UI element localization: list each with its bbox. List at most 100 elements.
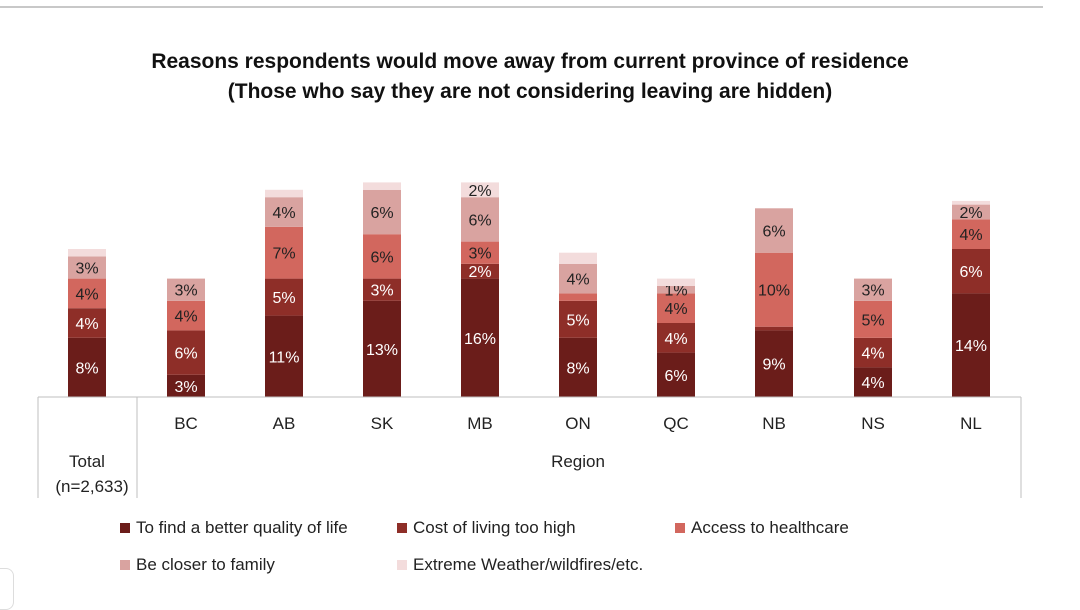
data-label: 3%	[174, 283, 197, 300]
data-label: 3%	[174, 379, 197, 396]
bar-segment	[559, 252, 597, 264]
bar-segment	[559, 293, 597, 301]
data-label: 13%	[366, 342, 398, 359]
data-label: 3%	[75, 261, 98, 278]
data-label: 4%	[75, 316, 98, 333]
data-label: 7%	[272, 246, 295, 263]
bar-segment	[461, 182, 499, 198]
data-label: 4%	[664, 331, 687, 348]
bar-segment	[363, 189, 401, 235]
bar-segment	[167, 300, 205, 331]
data-label: 4%	[861, 346, 884, 363]
tick-label: MB	[467, 414, 493, 433]
tick-label: BC	[174, 414, 198, 433]
bar-segment	[559, 263, 597, 294]
data-label: 5%	[566, 312, 589, 329]
tick-label: NS	[861, 414, 885, 433]
data-label: 4%	[959, 227, 982, 244]
bar-segment	[68, 278, 106, 309]
bar-segment	[952, 204, 990, 220]
data-label: 5%	[272, 290, 295, 307]
bar-segment	[265, 278, 303, 316]
data-label: 11%	[269, 349, 300, 366]
bar-segment	[167, 374, 205, 397]
data-label: 4%	[75, 286, 98, 303]
data-label: 14%	[955, 338, 987, 355]
bar-segment	[68, 308, 106, 338]
data-label: 5%	[861, 312, 884, 329]
data-label: 6%	[174, 346, 197, 363]
chart-title: Reasons respondents would move away from…	[151, 50, 909, 73]
bar-segment	[363, 234, 401, 279]
bar-segment	[167, 278, 205, 301]
bar-segment	[265, 315, 303, 397]
data-label: 4%	[174, 309, 197, 326]
bar-segment	[68, 249, 106, 257]
data-label: 2%	[468, 183, 491, 200]
bar-segment	[68, 256, 106, 279]
bar-segment	[854, 337, 892, 368]
data-label: 3%	[370, 283, 393, 300]
bar-segment	[854, 278, 892, 301]
bar-segment	[363, 182, 401, 190]
tick-label: SK	[371, 414, 394, 433]
data-label: 6%	[370, 205, 393, 222]
bar-segment	[461, 278, 499, 397]
bar-segment	[952, 293, 990, 397]
bar-segment	[755, 252, 793, 327]
data-label: 6%	[762, 224, 785, 241]
data-label: 2%	[468, 264, 491, 281]
bar-segment	[657, 323, 695, 353]
bar-segment	[68, 337, 106, 397]
bar-segment	[952, 249, 990, 294]
tick-label: NB	[762, 414, 786, 433]
bar-segment	[265, 189, 303, 198]
bar-segment	[854, 300, 892, 338]
bar-segment	[265, 197, 303, 227]
bar-segment	[559, 337, 597, 397]
data-label: 2%	[959, 205, 982, 222]
data-label: 3%	[468, 246, 491, 263]
data-label: 3%	[861, 283, 884, 300]
group-label-region: Region	[551, 452, 605, 471]
bar-segment	[461, 241, 499, 264]
data-label: 16%	[464, 331, 496, 348]
bar-segment	[559, 300, 597, 338]
data-label: 8%	[75, 360, 98, 377]
tick-label-total-n: (n=2,633)	[55, 477, 128, 496]
chart-subtitle: (Those who say they are not considering …	[227, 80, 833, 103]
tick-label-total: Total	[69, 452, 105, 471]
bar-segment	[363, 278, 401, 301]
data-label: 4%	[861, 375, 884, 392]
data-label: 8%	[566, 360, 589, 377]
tick-label: NL	[960, 414, 982, 433]
data-label: 6%	[959, 264, 982, 281]
bar-segment	[461, 197, 499, 242]
data-label: 6%	[664, 368, 687, 385]
bar-segment	[952, 219, 990, 249]
bar-segment	[461, 263, 499, 279]
bar-segment	[952, 200, 990, 205]
data-label: 4%	[664, 301, 687, 318]
bar-segment	[657, 286, 695, 294]
window-corner	[0, 568, 14, 610]
bar-segment	[854, 367, 892, 397]
bar-segment	[265, 226, 303, 279]
bar-segment	[657, 278, 695, 286]
tick-label: ON	[565, 414, 591, 433]
bar-segment	[755, 330, 793, 397]
bar-segment	[755, 326, 793, 331]
bar-segment	[657, 293, 695, 323]
data-label: 4%	[272, 205, 295, 222]
data-label: 6%	[370, 249, 393, 266]
bar-segment	[167, 330, 205, 375]
data-label: 1%	[664, 283, 687, 300]
data-label: 9%	[762, 357, 785, 374]
bar-segment	[657, 352, 695, 397]
data-label: 4%	[566, 272, 589, 289]
top-rule	[0, 6, 1043, 8]
bar-segment	[363, 300, 401, 397]
tick-label: QC	[663, 414, 689, 433]
data-label: 10%	[758, 283, 790, 300]
